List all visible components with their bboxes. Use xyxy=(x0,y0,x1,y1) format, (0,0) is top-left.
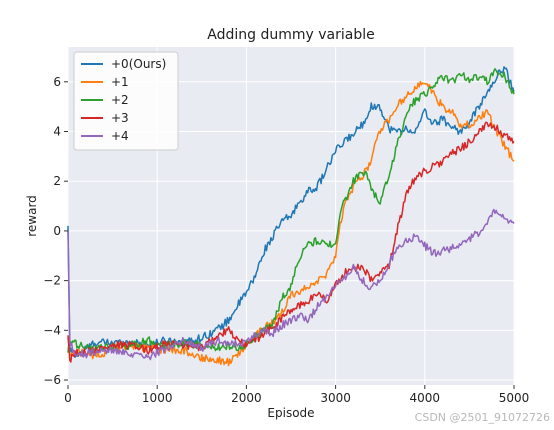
legend-label: +0(Ours) xyxy=(111,57,166,71)
chart-title: Adding dummy variable xyxy=(207,27,374,43)
legend-label: +2 xyxy=(111,93,129,107)
y-tick-label: −2 xyxy=(43,274,61,288)
series-line xyxy=(67,80,515,367)
legend-box xyxy=(73,51,179,151)
series-line xyxy=(67,208,515,361)
grid-lines xyxy=(67,47,515,385)
x-tick-label: 0 xyxy=(64,391,72,405)
series-lines xyxy=(67,66,515,367)
x-tick-label: 4000 xyxy=(410,391,441,405)
series-line xyxy=(67,68,515,353)
y-tick-label: 2 xyxy=(53,174,61,188)
x-axis-label: Episode xyxy=(267,406,314,420)
watermark: CSDN @2501_91072726 xyxy=(414,411,550,424)
series-line xyxy=(67,121,515,363)
y-tick-label: −4 xyxy=(43,323,61,337)
x-tick-label: 5000 xyxy=(499,391,530,405)
legend-label: +4 xyxy=(111,129,129,143)
legend-label: +3 xyxy=(111,111,129,125)
legend-label: +1 xyxy=(111,75,129,89)
y-tick-label: 6 xyxy=(53,75,61,89)
x-tick-label: 2000 xyxy=(231,391,262,405)
legend: +0(Ours) +1 +2 +3 +4 xyxy=(73,51,179,151)
x-axis-ticks: 0 1000 2000 3000 4000 5000 xyxy=(64,385,529,405)
x-tick-label: 1000 xyxy=(142,391,173,405)
y-axis-ticks: −6 −4 −2 0 2 4 6 xyxy=(43,75,68,387)
y-axis-label: reward xyxy=(25,195,39,237)
y-tick-label: 4 xyxy=(53,125,61,139)
y-tick-label: 0 xyxy=(53,224,61,238)
y-tick-label: −6 xyxy=(43,373,61,387)
x-tick-label: 3000 xyxy=(320,391,351,405)
